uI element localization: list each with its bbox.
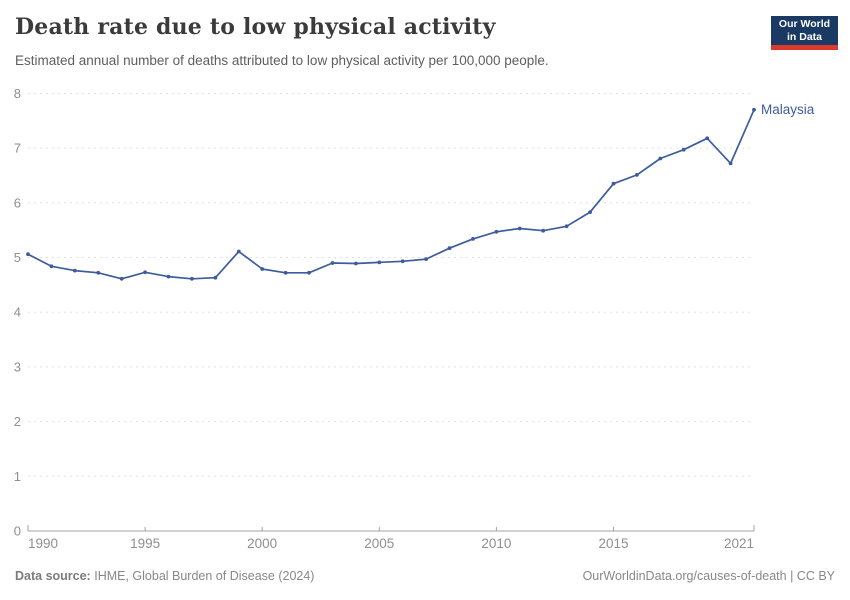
- data-point: [26, 252, 30, 257]
- data-point: [728, 161, 733, 166]
- trend-line: [27, 109, 755, 280]
- data-point: [447, 246, 452, 251]
- x-tick-label: 2010: [481, 536, 511, 551]
- data-source: Data source: IHME, Global Burden of Dise…: [15, 569, 314, 583]
- x-tick-label: 2015: [598, 536, 628, 551]
- y-tick-label: 2: [14, 414, 21, 429]
- data-point: [236, 249, 241, 254]
- chart-footer: Data source: IHME, Global Burden of Dise…: [15, 569, 835, 583]
- data-point: [143, 270, 148, 275]
- data-point: [471, 237, 475, 241]
- series-label-malaysia[interactable]: Malaysia: [761, 102, 815, 117]
- data-point: [588, 210, 592, 215]
- owid-logo-line2: in Data: [786, 30, 822, 43]
- data-point: [517, 226, 522, 231]
- x-tick-label: 1990: [28, 536, 58, 551]
- data-point: [190, 276, 194, 281]
- chart-subtitle: Estimated annual number of deaths attrib…: [15, 53, 549, 68]
- y-tick-label: 0: [14, 524, 21, 539]
- data-point: [541, 228, 546, 233]
- y-tick-label: 1: [14, 469, 21, 484]
- data-point: [752, 107, 756, 112]
- data-point: [72, 268, 77, 273]
- data-point: [213, 275, 218, 280]
- data-point: [330, 261, 335, 265]
- x-tick-label: 2000: [247, 536, 277, 551]
- y-tick-label: 7: [14, 141, 21, 156]
- license-link[interactable]: OurWorldinData.org/causes-of-death | CC …: [582, 569, 835, 583]
- data-point: [400, 259, 405, 264]
- data-point: [377, 260, 382, 265]
- data-point: [635, 173, 639, 177]
- data-point: [424, 257, 428, 261]
- data-point: [49, 264, 54, 269]
- x-tick-label: 2021: [724, 536, 754, 551]
- data-point: [260, 267, 265, 271]
- owid-logo[interactable]: Our World in Data: [771, 16, 838, 50]
- data-point: [283, 270, 288, 275]
- y-tick-label: 4: [14, 305, 21, 320]
- data-source-label: Data source:: [15, 569, 91, 583]
- data-point: [611, 181, 616, 186]
- y-tick-label: 3: [14, 359, 21, 374]
- owid-logo-line1: Our World: [778, 18, 831, 30]
- data-point: [705, 136, 710, 141]
- data-point: [96, 270, 101, 275]
- page-title: Death rate due to low physical activity: [15, 14, 496, 40]
- data-point: [681, 147, 686, 152]
- data-point: [658, 156, 663, 161]
- y-tick-label: 6: [14, 195, 21, 210]
- data-source-text: IHME, Global Burden of Disease (2024): [94, 569, 315, 583]
- data-point: [494, 229, 499, 234]
- x-tick-label: 2005: [364, 536, 394, 551]
- data-point: [564, 224, 569, 229]
- data-point: [166, 274, 171, 279]
- y-tick-label: 8: [14, 86, 21, 101]
- x-tick-label: 1995: [130, 536, 160, 551]
- data-point: [119, 276, 124, 281]
- data-point: [354, 261, 358, 266]
- y-tick-label: 5: [14, 250, 21, 265]
- data-point: [307, 270, 311, 275]
